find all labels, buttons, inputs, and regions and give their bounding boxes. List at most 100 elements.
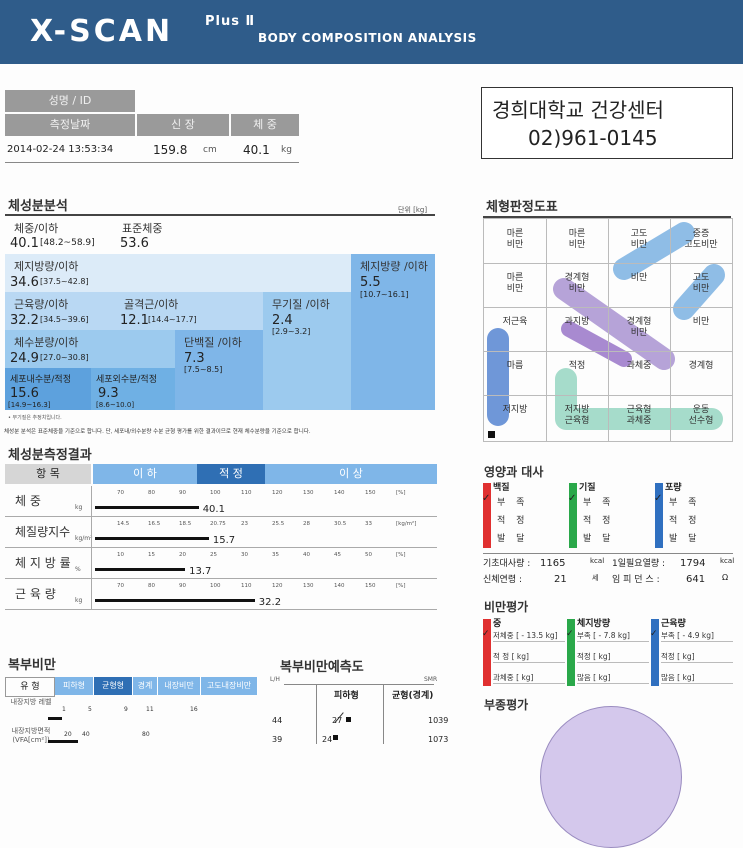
nut-color-swatch xyxy=(655,482,663,493)
edema-title: 부종평가 xyxy=(484,698,529,712)
pred-rtick-1: 1039 xyxy=(428,716,449,725)
mineral-range: [2.9~3.2] xyxy=(272,327,311,336)
lbm-value: 34.6 xyxy=(10,275,39,290)
ecw-block xyxy=(91,368,175,410)
result-tick: 110 xyxy=(241,490,252,496)
result-tick: 150 xyxy=(365,490,376,496)
prediction-xlabel: SMR xyxy=(424,676,438,683)
result-unit: kg xyxy=(75,504,83,511)
bodytype-rule xyxy=(483,216,731,218)
abd-row1-tick: 5 xyxy=(88,706,92,713)
pred-point-2: 24 xyxy=(322,735,333,744)
check-icon: ✓ xyxy=(650,629,658,639)
age-value: 21 xyxy=(554,574,567,585)
protein-range: [7.5~8.5] xyxy=(184,365,223,374)
check-icon: ✓ xyxy=(482,629,490,639)
prediction-rule xyxy=(284,684,434,685)
ecw-range: [8.6~10.0] xyxy=(96,401,135,409)
prediction-col2: 균형(경계) xyxy=(392,691,434,701)
nut-color-swatch xyxy=(569,482,577,493)
abd-row2-bar xyxy=(48,740,78,743)
result-tick: 18.5 xyxy=(179,521,192,527)
daily-unit: kcal xyxy=(720,557,735,565)
results-rows: 체 중 kg 70 80 90 100 110 120 130 140 150 [%] 40.1 체질량지… xyxy=(5,486,437,612)
weight-label-comp: 체중/이하 xyxy=(14,222,59,235)
muscle-value: 32.2 xyxy=(10,313,39,328)
icw-range: [14.9~16.3] xyxy=(8,401,51,409)
date-label: 측정날짜 xyxy=(5,114,135,136)
ob-row: 적정 [ kg] xyxy=(577,651,649,663)
result-tick: 90 xyxy=(179,490,186,496)
pred-ytick-1: 44 xyxy=(272,716,283,725)
result-tick: 70 xyxy=(117,490,124,496)
age-label: 신체연령 : xyxy=(483,575,523,585)
ob-color-swatch xyxy=(567,618,575,629)
weight-comp-value: 40.1 xyxy=(10,236,39,251)
ob-color-swatch xyxy=(483,618,491,629)
bt-cell: 과체중 xyxy=(626,361,652,371)
bt-hline xyxy=(484,307,732,308)
prediction-ylabel: L/H xyxy=(270,676,280,683)
abd-row1-bar xyxy=(48,717,62,720)
nut-group-head: 기질 xyxy=(569,480,649,493)
nutrition-title: 영양과 대사 xyxy=(484,465,544,479)
abd-row2-label: 내장지방면적 (VFA[cm²]) xyxy=(11,727,51,744)
ob-color-strip xyxy=(651,628,659,686)
abd-row1-label: 내장지방 레벨 xyxy=(10,698,52,706)
fat-block xyxy=(351,254,435,410)
nut-item: 부 족 xyxy=(497,498,529,508)
name-label: 성명 / ID xyxy=(5,90,135,112)
bt-hline xyxy=(484,351,732,352)
nut-head-label: 백질 xyxy=(493,483,510,493)
mineral-label: 무기질 /이하 xyxy=(272,298,330,311)
bmr-unit: kcal xyxy=(590,557,605,565)
bt-cell: 운동 선수형 xyxy=(688,405,714,426)
result-tick: 100 xyxy=(210,583,221,589)
weight-comp-range: [48.2~58.9] xyxy=(40,238,95,248)
ob-color-strip xyxy=(567,628,575,686)
abd-row1-tick: 9 xyxy=(124,706,128,713)
result-row: 체 중 kg 70 80 90 100 110 120 130 140 150 [%] 40.1 xyxy=(5,486,437,517)
result-value: 40.1 xyxy=(202,504,225,515)
result-tick: 80 xyxy=(148,583,155,589)
nutrition-rule xyxy=(483,553,733,554)
prediction-yaxis xyxy=(316,684,317,744)
water-block xyxy=(5,330,175,368)
skel-label: 골격근/이하 xyxy=(124,298,179,311)
prediction-title: 복부비만예측도 xyxy=(280,660,364,675)
skel-range: [14.4~17.7] xyxy=(148,315,197,324)
result-value: 32.2 xyxy=(258,597,282,608)
result-tick: 140 xyxy=(334,583,345,589)
composition-unit: 단위 [kg] xyxy=(398,206,428,214)
imp-value: 641 xyxy=(686,574,706,585)
height-value: 159.8 xyxy=(153,143,188,157)
muscle-range: [34.5~39.6] xyxy=(40,315,89,324)
bt-cell: 저지방 xyxy=(502,405,528,415)
bt-cell: 비만 xyxy=(692,317,710,327)
bmr-label: 기초대사량 : xyxy=(483,559,531,569)
obesity-title: 비만평가 xyxy=(484,600,529,614)
abd-cols: 피하형 균형형 경계 내장비만 고도내장비만 xyxy=(55,677,258,695)
ob-head-label: 중 xyxy=(493,619,502,629)
check-icon: ✓ xyxy=(568,493,577,504)
result-tick: 30 xyxy=(241,552,248,558)
fat-label: 체지방량 /이하 xyxy=(360,260,428,273)
icw-value: 15.6 xyxy=(10,386,39,401)
obesity-cols: 중 저체중 [ - 13.5 kg] 적 정 [ kg] 과체중 [ kg] ✓ 체지방량… xyxy=(482,616,733,688)
nut-color-swatch xyxy=(483,482,491,493)
nut-group-head: 백질 xyxy=(483,480,563,493)
abd-col: 내장비만 xyxy=(158,677,201,695)
result-value: 13.7 xyxy=(189,566,212,577)
fat-range: [10.7~16.1] xyxy=(360,290,409,299)
pred-rtick-2: 1073 xyxy=(428,735,449,744)
nut-item: 적 정 xyxy=(497,516,529,526)
protein-block xyxy=(175,330,263,410)
result-tick: [%] xyxy=(396,552,406,558)
result-tick: 120 xyxy=(272,490,283,496)
nut-head-label: 포량 xyxy=(665,483,682,493)
bt-cell: 중증 고도비만 xyxy=(684,229,718,250)
weight-value: 40.1 xyxy=(243,143,270,157)
result-tick: 70 xyxy=(117,583,124,589)
imp-label: 임 피 던 스 : xyxy=(612,575,660,585)
abd-col: 피하형 xyxy=(55,677,94,695)
